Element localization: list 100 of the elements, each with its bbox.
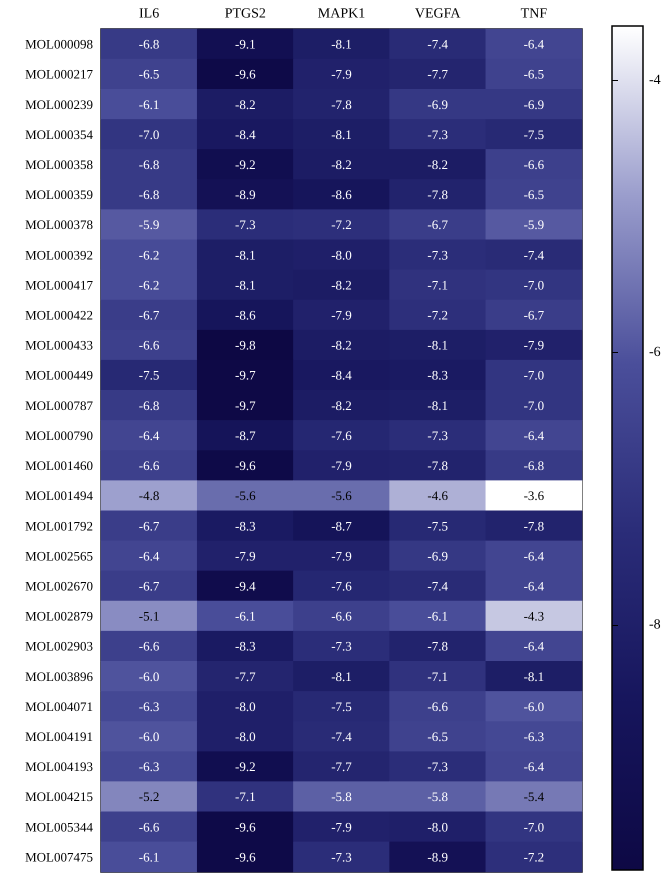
data-label: -8.3 [427,368,448,383]
y-tick-label: MOL000359 [25,187,93,202]
data-label: -8.4 [235,126,256,142]
data-label: -6.6 [138,638,160,654]
data-label: -6.6 [331,608,352,624]
data-label: -7.0 [138,126,160,142]
x-tick-label: PTGS2 [224,6,266,22]
data-label: -6.3 [138,759,160,774]
y-tick-label: MOL001460 [25,458,93,474]
data-label: -9.2 [235,759,256,774]
data-label: -6.2 [138,277,160,292]
data-label: -9.6 [235,819,256,834]
data-label: -5.4 [524,789,545,804]
y-tick-label: MOL004071 [25,698,93,714]
data-label: -7.3 [427,126,448,142]
data-label: -8.1 [331,668,352,684]
data-label: -9.6 [235,458,256,474]
data-label: -8.3 [235,518,256,534]
data-label: -7.3 [427,247,448,262]
data-label: -8.7 [331,518,352,534]
data-label: -6.5 [138,66,160,82]
data-label: -6.8 [524,458,544,474]
data-label: -6.0 [138,729,160,744]
data-label: -6.6 [138,338,160,353]
data-label: -7.9 [235,548,256,564]
data-label: -8.1 [331,126,352,142]
y-tick-label: MOL001792 [25,518,93,534]
data-label: -7.1 [235,789,256,804]
data-label: -6.0 [138,668,160,684]
data-label: -7.0 [524,398,544,413]
data-label: -5.9 [138,217,160,232]
data-label: -7.5 [331,698,352,714]
data-label: -9.2 [235,156,256,172]
y-tick-label: MOL000358 [25,156,93,172]
data-label: -4.3 [524,608,544,624]
x-tick-label: IL6 [138,6,160,22]
data-label: -7.9 [331,548,352,564]
y-tick-label: MOL000392 [25,247,93,262]
data-label: -8.6 [331,187,352,202]
data-label: -6.5 [524,187,544,202]
data-label: -7.4 [427,36,448,52]
data-label: -8.7 [235,428,256,443]
y-tick-label: MOL002670 [25,578,93,594]
y-tick-label: MOL002879 [25,608,93,624]
data-label: -8.1 [235,277,256,292]
data-label: -7.8 [427,638,448,654]
y-tick-label: MOL000098 [25,36,93,52]
data-label: -7.2 [524,849,544,864]
data-label: -6.4 [524,428,545,443]
data-label: -3.6 [524,488,545,504]
data-label: -6.6 [524,156,545,172]
data-label: -6.4 [524,638,545,654]
data-label: -6.4 [524,578,545,594]
data-label: -8.2 [235,96,256,112]
data-label: -5.1 [138,608,160,624]
y-tick-label: MOL000787 [25,398,94,413]
data-label: -7.0 [524,277,544,292]
data-label: -9.1 [235,36,256,52]
data-label: -7.4 [331,729,352,744]
y-tick-label: MOL002903 [25,638,93,654]
data-label: -6.5 [427,729,448,744]
data-label: -8.9 [427,849,448,864]
data-label: -7.8 [524,518,544,534]
y-tick-label: MOL000217 [25,66,94,82]
data-label: -9.4 [235,578,256,594]
color-bar-label: -6 [649,345,661,360]
color-bar-label: -4 [649,72,661,88]
data-label: -8.2 [331,338,352,353]
data-label: -6.6 [427,698,448,714]
y-tick-label: MOL001494 [25,488,94,504]
y-tick-label: MOL004191 [25,729,93,744]
data-label: -6.4 [138,548,160,564]
data-label: -8.1 [331,36,352,52]
data-label: -7.3 [235,217,256,232]
data-label: -7.4 [524,247,545,262]
data-label: -7.8 [427,187,448,202]
y-tick-label: MOL007475 [25,849,93,864]
data-label: -5.9 [524,217,544,232]
data-label: -6.4 [524,548,545,564]
data-label: -6.8 [138,156,160,172]
data-label: -4.6 [427,488,448,504]
x-tick-label: VEGFA [414,6,462,22]
data-label: -8.0 [235,698,256,714]
data-label: -6.8 [138,398,160,413]
y-tick-label: MOL000790 [25,428,93,443]
data-label: -6.1 [427,608,448,624]
data-label: -6.4 [138,428,160,443]
data-label: -9.7 [235,398,256,413]
data-label: -6.6 [138,458,160,474]
data-label: -9.6 [235,66,256,82]
y-tick-label: MOL000378 [25,217,93,232]
y-tick-label: MOL000449 [25,368,93,383]
data-label: -8.0 [331,247,352,262]
data-label: -8.2 [331,156,352,172]
data-label: -5.8 [331,789,352,804]
data-label: -8.6 [235,308,256,323]
data-label: -9.6 [235,849,256,864]
data-label: -6.9 [427,96,448,112]
data-label: -7.9 [331,819,352,834]
data-label: -8.2 [331,398,352,413]
